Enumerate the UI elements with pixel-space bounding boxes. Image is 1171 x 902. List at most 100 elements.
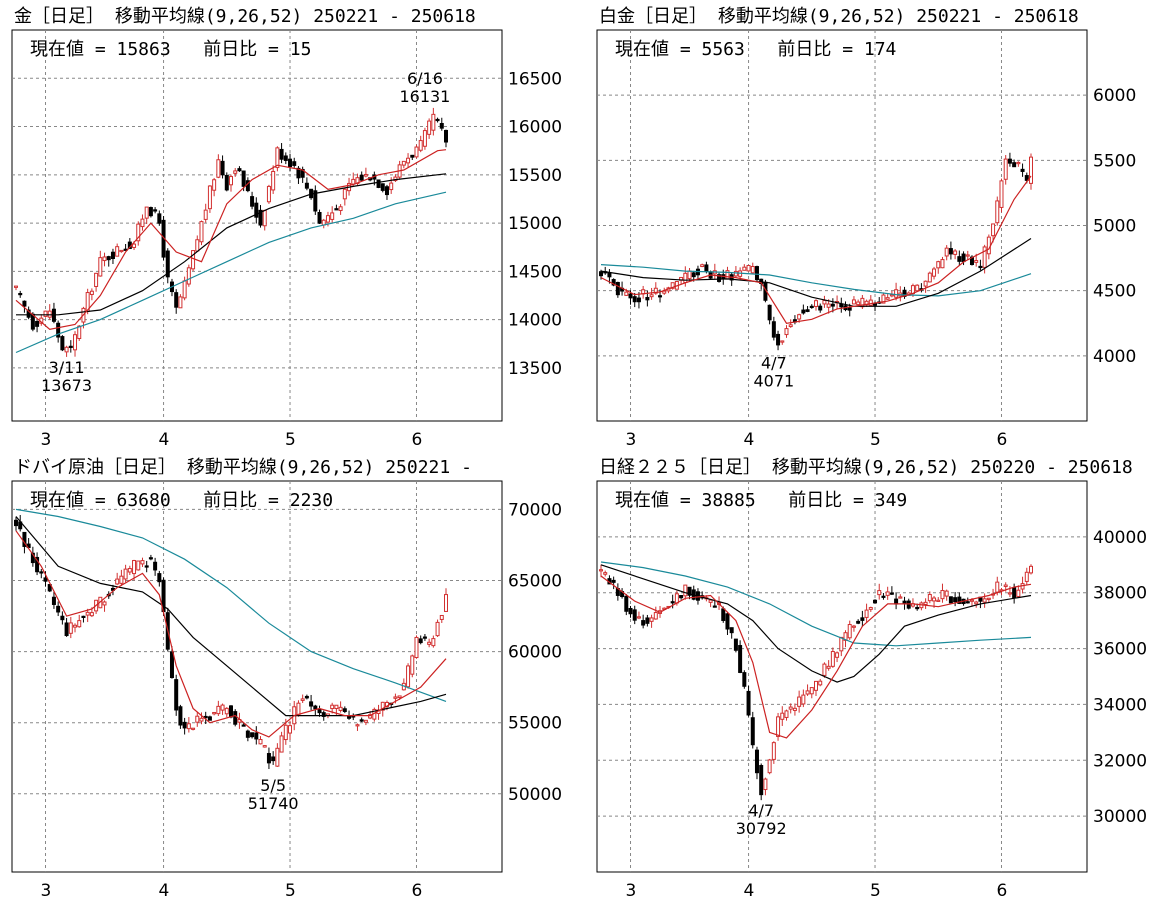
candle-body bbox=[628, 608, 633, 615]
x-tick-label: 4 bbox=[159, 881, 170, 901]
candle-body bbox=[427, 641, 432, 645]
candle-body bbox=[191, 727, 196, 730]
candle-body bbox=[73, 334, 78, 351]
candle-body bbox=[355, 724, 360, 727]
candle-body bbox=[953, 597, 958, 603]
candle-body bbox=[35, 556, 40, 573]
candle-body bbox=[936, 599, 941, 602]
candle-body bbox=[321, 712, 326, 717]
candle-body bbox=[856, 620, 861, 624]
candle-body bbox=[986, 597, 991, 600]
chart-title: ドバイ原油［日足］ 移動平均線(9,26,52) 250221 - bbox=[14, 457, 472, 478]
candle-body bbox=[56, 605, 61, 613]
candle-body bbox=[792, 707, 797, 711]
candle-body bbox=[435, 118, 440, 122]
candle-body bbox=[199, 717, 204, 722]
candle-body bbox=[784, 710, 789, 718]
candle-body bbox=[132, 243, 137, 248]
candle-body bbox=[212, 711, 217, 715]
candle-body bbox=[262, 745, 267, 748]
candle-body bbox=[881, 595, 886, 598]
candle-body bbox=[245, 730, 250, 738]
candle-body bbox=[856, 301, 861, 306]
y-tick-label: 34000 bbox=[1093, 695, 1147, 715]
candle-body bbox=[233, 170, 238, 174]
candle-body bbox=[334, 704, 339, 710]
candle-body bbox=[119, 575, 124, 584]
candle-body bbox=[624, 291, 629, 296]
candle-body bbox=[1007, 592, 1012, 595]
candle-body bbox=[721, 608, 726, 621]
candle-body bbox=[738, 645, 743, 673]
candle-body bbox=[729, 627, 734, 634]
candle-body bbox=[788, 706, 793, 710]
candle-body bbox=[797, 696, 802, 707]
plot-frame bbox=[11, 29, 503, 422]
current-value: 現在値 = 38885 bbox=[615, 490, 756, 511]
x-tick-label: 6 bbox=[411, 881, 422, 901]
candle-body bbox=[64, 346, 69, 353]
candle-body bbox=[220, 704, 225, 711]
x-tick-label: 5 bbox=[285, 430, 296, 450]
y-tick-label: 30000 bbox=[1093, 807, 1147, 827]
candle-body bbox=[178, 706, 183, 726]
candle-body bbox=[797, 314, 802, 320]
candle-body bbox=[653, 287, 658, 294]
candle-body bbox=[687, 270, 692, 280]
x-tick-label: 3 bbox=[41, 881, 52, 901]
candle-body bbox=[266, 753, 271, 764]
candle-body bbox=[157, 573, 162, 583]
candle-body bbox=[304, 695, 309, 699]
ma52-line bbox=[600, 561, 1032, 647]
candle-body bbox=[658, 295, 663, 298]
candle-body bbox=[742, 266, 747, 271]
candle-body bbox=[279, 148, 284, 160]
candle-body bbox=[275, 747, 280, 767]
candle-body bbox=[102, 601, 107, 606]
candle-body bbox=[330, 212, 335, 220]
candle-body bbox=[393, 696, 398, 699]
candle-body bbox=[73, 624, 78, 628]
candle-body bbox=[830, 303, 835, 307]
candle-body bbox=[818, 680, 823, 686]
candle-body bbox=[599, 271, 603, 277]
candle-body bbox=[780, 712, 785, 720]
y-tick-label: 14500 bbox=[508, 262, 562, 282]
annotation-value: 13673 bbox=[41, 376, 92, 395]
candle-body bbox=[1024, 571, 1029, 582]
candle-body bbox=[220, 160, 225, 176]
y-tick-label: 15000 bbox=[508, 214, 562, 234]
candle-body bbox=[127, 568, 132, 573]
candle-body bbox=[674, 593, 679, 604]
candle-body bbox=[750, 717, 755, 746]
candle-body bbox=[233, 711, 238, 725]
candle-body bbox=[439, 123, 444, 129]
ma9-line bbox=[15, 530, 447, 738]
candle-body bbox=[186, 267, 191, 285]
candle-body bbox=[406, 665, 411, 688]
candle-body bbox=[822, 299, 827, 305]
candle-body bbox=[776, 333, 781, 346]
candle-body bbox=[776, 716, 781, 737]
candle-body bbox=[347, 715, 352, 719]
current-value-row: 現在値 = 38885 前日比 = 349 bbox=[615, 486, 907, 512]
candle-body bbox=[384, 186, 389, 196]
x-tick-label: 4 bbox=[159, 430, 170, 450]
annotation-date: 6/16 bbox=[407, 69, 443, 88]
candle-body bbox=[982, 598, 987, 603]
x-tick-label: 4 bbox=[744, 881, 755, 901]
candle-body bbox=[649, 294, 654, 298]
candle-body bbox=[632, 609, 637, 621]
candle-body bbox=[241, 724, 246, 727]
candle-body bbox=[603, 572, 608, 575]
candle-body bbox=[923, 601, 928, 605]
candle-body bbox=[68, 622, 73, 634]
candle-body bbox=[915, 606, 920, 610]
candle-body bbox=[153, 209, 158, 212]
candle-body bbox=[77, 620, 82, 628]
candle-body bbox=[932, 597, 937, 602]
candle-body bbox=[957, 256, 962, 262]
candle-body bbox=[94, 272, 99, 287]
candle-body bbox=[889, 294, 894, 297]
